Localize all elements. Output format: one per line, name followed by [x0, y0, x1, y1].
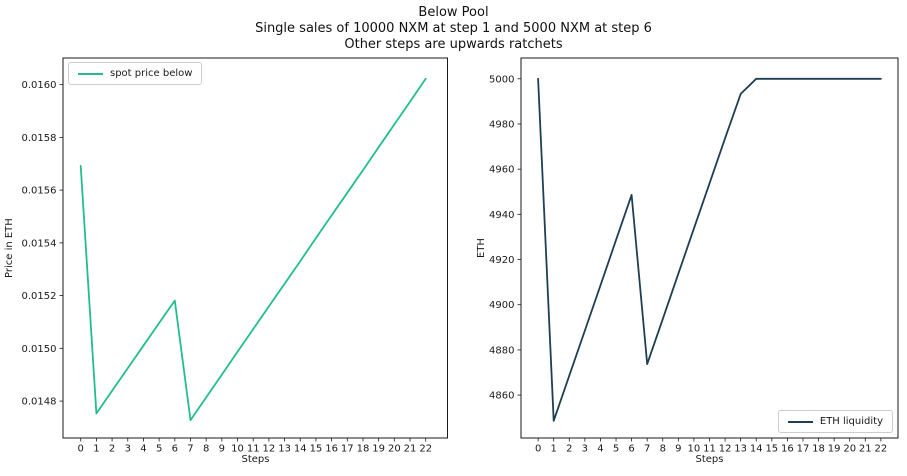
- x-tick-label: 13: [734, 444, 747, 455]
- y-tick-label: 0.0148: [22, 397, 57, 408]
- x-tick-label: 9: [675, 444, 681, 455]
- axes-spot-price-below: 0.0148 0.0150 0.0152 0.0154 0.0156 0.0158 0.01…: [22, 57, 448, 455]
- title-line-2: Single sales of 10000 NXM at step 1 and …: [255, 21, 652, 36]
- x-tick-label: 12: [263, 444, 276, 455]
- legend-label-eth-liquidity: ETH liquidity: [819, 416, 883, 427]
- y-tick-label: 0.0152: [22, 291, 57, 302]
- y-tick-label: 4940: [489, 210, 514, 221]
- x-tick-label: 17: [797, 444, 810, 455]
- x-tick-label: 4: [140, 444, 146, 455]
- y-tick-label: 4880: [489, 345, 514, 356]
- x-tick-label: 22: [874, 444, 887, 455]
- eth-liquidity-line: [537, 77, 882, 422]
- x-tick-label: 8: [203, 444, 209, 455]
- y-tick-label: 0.0154: [22, 238, 57, 249]
- x-tick-label: 20: [843, 444, 856, 455]
- axes-frame: [520, 57, 899, 439]
- x-tick-label: 9: [219, 444, 225, 455]
- axes-frame: [62, 57, 448, 439]
- x-tick-label: 10: [688, 444, 701, 455]
- x-tick-label: 0: [535, 444, 541, 455]
- x-tick-label: 7: [644, 444, 650, 455]
- x-tick-label: 2: [566, 444, 572, 455]
- x-tick-label: 0: [78, 444, 84, 455]
- y-tick-label: 0.0158: [22, 133, 57, 144]
- y-tick-label: 0.0160: [22, 80, 57, 91]
- x-tick-label: 7: [187, 444, 193, 455]
- x-tick-label: 5: [613, 444, 619, 455]
- x-tick-label: 4: [597, 444, 603, 455]
- x-tick-label: 8: [660, 444, 666, 455]
- x-tick-label: 22: [419, 444, 432, 455]
- x-tick-label: 11: [247, 444, 260, 455]
- x-tick-label: 14: [294, 444, 307, 455]
- x-tick-label: 14: [750, 444, 763, 455]
- y-tick-label: 4920: [489, 255, 514, 266]
- title-line-1: Below Pool: [418, 5, 489, 20]
- legend-line-sample-spot-price: [78, 72, 103, 75]
- x-tick-label: 16: [781, 444, 794, 455]
- x-tick-label: 1: [93, 444, 99, 455]
- x-tick-label: 13: [278, 444, 291, 455]
- y-axis-label-left: Price in ETH: [4, 218, 15, 278]
- legend-spot-price-below: spot price below: [68, 62, 203, 85]
- x-tick-label: 17: [341, 444, 354, 455]
- figure-title: Below Pool Single sales of 10000 NXM at …: [0, 5, 907, 53]
- x-tick-label: 20: [388, 444, 401, 455]
- x-tick-label: 21: [859, 444, 872, 455]
- y-tick-label: 0.0150: [22, 344, 57, 355]
- x-tick-label: 6: [172, 444, 178, 455]
- x-tick-label: 2: [109, 444, 115, 455]
- x-tick-label: 19: [372, 444, 385, 455]
- x-tick-label: 11: [703, 444, 716, 455]
- x-tick-label: 3: [125, 444, 131, 455]
- y-tick-label: 4860: [489, 391, 514, 402]
- x-tick-label: 18: [357, 444, 370, 455]
- legend-eth-liquidity: ETH liquidity: [777, 410, 893, 433]
- y-tick-label: 4980: [489, 119, 514, 130]
- x-tick-label: 6: [628, 444, 634, 455]
- title-line-3: Other steps are upwards ratchets: [344, 37, 563, 52]
- y-tick-label: 5000: [489, 74, 514, 85]
- x-tick-label: 5: [156, 444, 162, 455]
- y-tick-label: 4960: [489, 165, 514, 176]
- x-tick-label: 12: [719, 444, 732, 455]
- x-axis-label-left: Steps: [241, 454, 270, 465]
- x-tick-label: 18: [812, 444, 825, 455]
- legend-line-sample-eth-liquidity: [787, 420, 813, 423]
- y-tick-label: 0.0156: [22, 186, 57, 197]
- x-tick-label: 21: [404, 444, 417, 455]
- x-axis-label-right: Steps: [695, 454, 724, 465]
- y-axis-label-right: ETH: [476, 238, 487, 258]
- x-tick-label: 10: [231, 444, 244, 455]
- spot-price-below-line: [79, 77, 427, 422]
- x-tick-label: 1: [551, 444, 557, 455]
- x-tick-label: 15: [765, 444, 778, 455]
- x-tick-label: 16: [325, 444, 338, 455]
- x-tick-label: 3: [582, 444, 588, 455]
- x-tick-label: 15: [310, 444, 323, 455]
- y-tick-label: 4900: [489, 300, 514, 311]
- legend-label-spot-price: spot price below: [110, 68, 193, 79]
- x-tick-label: 19: [828, 444, 841, 455]
